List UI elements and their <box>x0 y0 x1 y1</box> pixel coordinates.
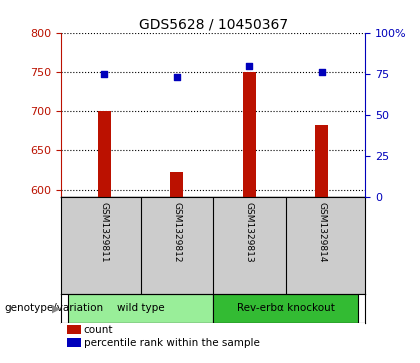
Text: GSM1329813: GSM1329813 <box>245 202 254 263</box>
Text: GSM1329811: GSM1329811 <box>100 202 109 263</box>
Text: wild type: wild type <box>117 303 165 313</box>
Title: GDS5628 / 10450367: GDS5628 / 10450367 <box>139 17 288 32</box>
Point <box>246 63 253 69</box>
Bar <box>171 172 184 197</box>
Bar <box>67 325 81 334</box>
Text: Rev-erbα knockout: Rev-erbα knockout <box>237 303 335 313</box>
Text: GSM1329812: GSM1329812 <box>172 202 181 263</box>
Bar <box>213 294 358 323</box>
Text: ▶: ▶ <box>52 303 61 313</box>
Bar <box>98 111 111 197</box>
Text: genotype/variation: genotype/variation <box>4 303 103 313</box>
Point <box>173 74 180 80</box>
Bar <box>243 72 256 197</box>
Point <box>101 71 108 77</box>
Bar <box>315 125 328 197</box>
Text: percentile rank within the sample: percentile rank within the sample <box>84 338 260 348</box>
Text: GSM1329814: GSM1329814 <box>318 202 326 263</box>
Text: count: count <box>84 325 113 335</box>
Bar <box>67 338 81 347</box>
Point <box>318 69 325 75</box>
Bar <box>68 294 213 323</box>
